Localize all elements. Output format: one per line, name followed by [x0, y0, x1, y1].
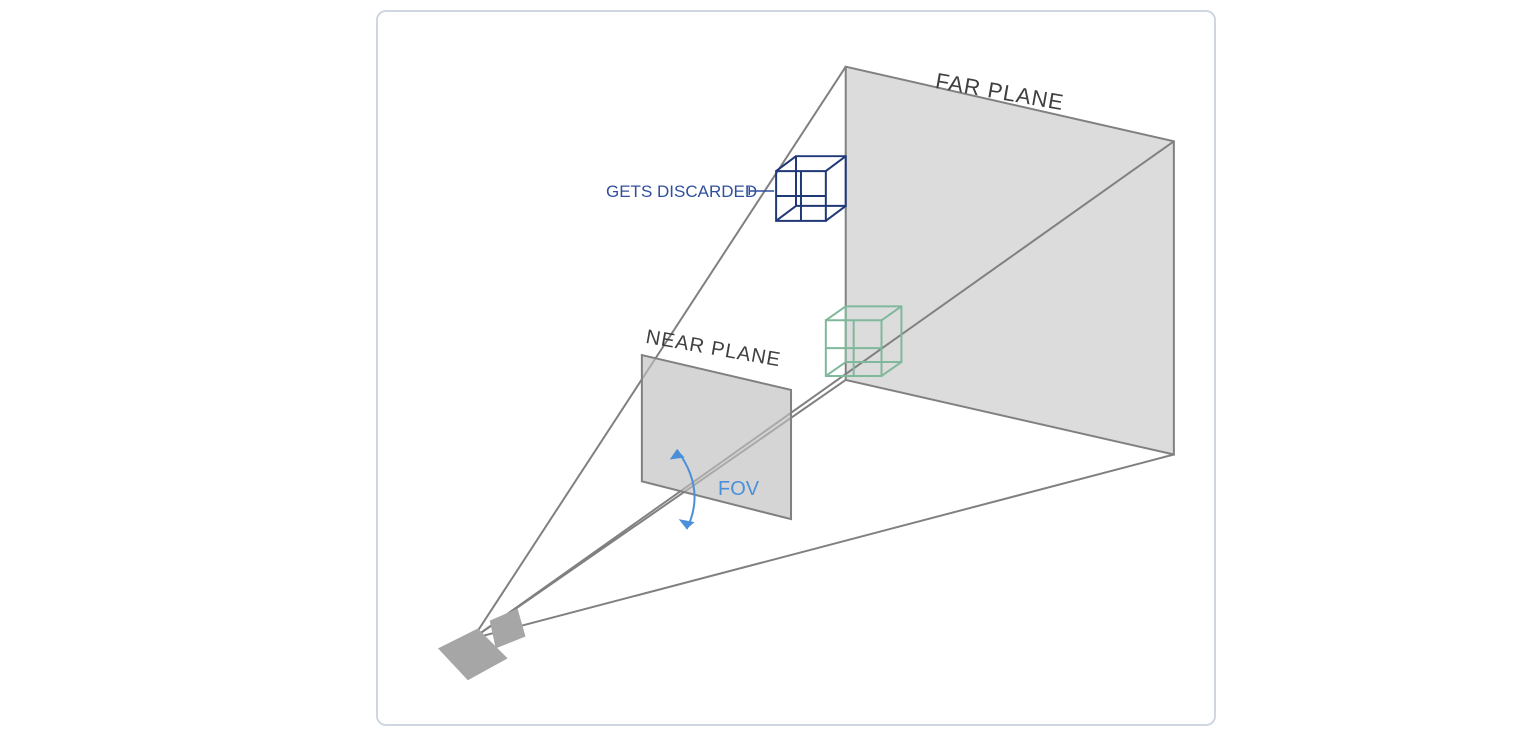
frustum-diagram: [378, 12, 1214, 724]
near-plane: [642, 355, 791, 519]
frustum-ray-tl: [473, 67, 846, 639]
camera-icon: [438, 609, 526, 681]
far-plane: [846, 67, 1174, 455]
frustum-ray-br: [473, 455, 1174, 639]
diagram-frame: FAR PLANE NEAR PLANE GETS DISCARDED FOV: [376, 10, 1216, 726]
fov-label: FOV: [718, 478, 759, 501]
discarded-label: GETS DISCARDED: [606, 182, 757, 202]
discarded-cube: [776, 156, 846, 221]
